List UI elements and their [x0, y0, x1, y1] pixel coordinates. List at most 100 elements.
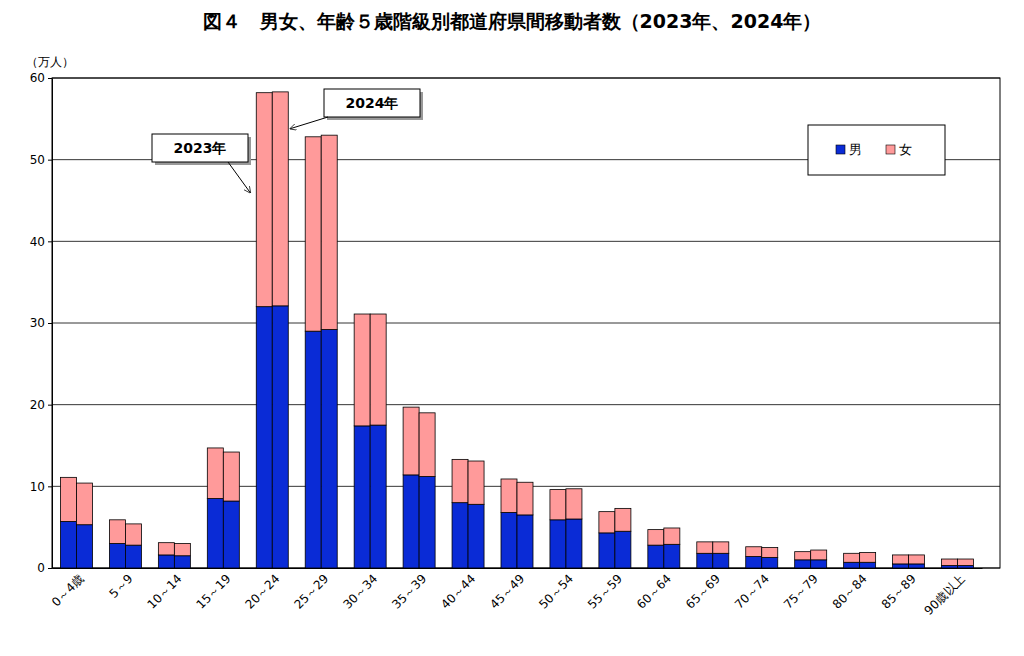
- y-axis-title: （万人）: [26, 55, 74, 69]
- bar: [419, 477, 435, 568]
- x-tick: 60～64: [634, 568, 674, 612]
- legend-swatch: [836, 145, 845, 154]
- callout-box: [324, 89, 420, 117]
- bar: [419, 413, 435, 477]
- x-tick: 55～59: [585, 568, 625, 612]
- bar: [762, 548, 778, 558]
- y-tick: 20: [30, 398, 52, 412]
- bar: [648, 545, 664, 568]
- grid-line: [52, 241, 1000, 242]
- bar: [746, 547, 762, 557]
- bar: [517, 515, 533, 568]
- bar: [501, 479, 517, 512]
- x-tick: 25～29: [291, 568, 331, 612]
- x-tick: 50～54: [536, 568, 576, 612]
- x-tick: 70～74: [732, 568, 772, 612]
- bar: [664, 528, 680, 544]
- bar: [615, 508, 631, 531]
- bar: [468, 461, 484, 504]
- x-tick: 75～79: [781, 568, 821, 612]
- y-tick-mark: [48, 241, 52, 242]
- bar: [403, 475, 419, 568]
- bar: [566, 489, 582, 519]
- x-tick: 15～19: [194, 568, 234, 612]
- x-tick-label: 25～29: [291, 572, 331, 612]
- bar: [354, 426, 370, 568]
- annotations: 2023年2024年: [152, 89, 423, 193]
- y-axis: 0102030405060: [30, 71, 53, 575]
- bar: [354, 314, 370, 426]
- x-tick-label: 10～14: [145, 572, 185, 612]
- bar: [452, 459, 468, 502]
- x-tick-label: 35～39: [389, 572, 429, 612]
- y-tick-label: 10: [30, 480, 45, 494]
- y-tick: 40: [30, 235, 52, 249]
- bar: [893, 555, 909, 564]
- bar: [223, 501, 239, 568]
- legend: 男女: [808, 125, 945, 175]
- x-tick: 65～69: [683, 568, 723, 612]
- x-tick-label: 85～89: [879, 572, 919, 612]
- bar: [256, 93, 272, 307]
- y-tick-mark: [48, 323, 52, 324]
- bars: [60, 92, 973, 568]
- bar: [452, 503, 468, 568]
- bar: [321, 135, 337, 329]
- bar: [60, 521, 76, 568]
- x-tick-label: 60～64: [634, 572, 674, 612]
- bar: [272, 306, 288, 568]
- bar: [566, 519, 582, 568]
- y-tick-mark: [48, 405, 52, 406]
- x-tick: 80～84: [830, 568, 870, 612]
- bar: [599, 533, 615, 568]
- x-tick-label: 75～79: [781, 572, 821, 612]
- x-tick: 40～44: [438, 568, 478, 612]
- bar: [370, 314, 386, 425]
- legend-label: 男: [849, 142, 862, 157]
- x-tick-label: 20～24: [242, 572, 282, 612]
- bar: [76, 525, 92, 568]
- bar: [795, 552, 811, 560]
- bar: [403, 407, 419, 475]
- y-tick-label: 0: [37, 561, 45, 575]
- x-tick: 10～14: [145, 568, 185, 612]
- bar: [844, 553, 860, 562]
- bar: [762, 557, 778, 568]
- legend-box: [808, 125, 945, 175]
- bar: [697, 542, 713, 553]
- x-tick: 90歳以上: [922, 568, 968, 618]
- bar: [517, 482, 533, 515]
- bar: [795, 560, 811, 568]
- y-tick-label: 60: [30, 71, 45, 85]
- y-tick: 0: [37, 561, 52, 575]
- y-tick-label: 40: [30, 235, 45, 249]
- bar: [256, 307, 272, 568]
- bar: [125, 545, 141, 568]
- x-tick-label: 65～69: [683, 572, 723, 612]
- callout-box: [152, 134, 248, 162]
- x-axis-line: [53, 568, 983, 569]
- legend-label: 女: [899, 142, 912, 157]
- bar: [909, 564, 925, 568]
- plot-frame: [52, 78, 1000, 568]
- bar: [615, 531, 631, 568]
- bar: [844, 562, 860, 568]
- bar: [125, 524, 141, 545]
- y-tick-mark: [48, 486, 52, 487]
- bar: [893, 564, 909, 568]
- bar: [942, 559, 958, 566]
- y-tick-mark: [48, 160, 52, 161]
- bar: [109, 544, 125, 569]
- bar: [958, 559, 974, 566]
- bar: [860, 552, 876, 562]
- y-axis-line: [52, 79, 53, 569]
- bar: [664, 544, 680, 568]
- x-tick-label: 15～19: [194, 572, 234, 612]
- grid: [52, 78, 1000, 568]
- x-tick: 45～49: [487, 568, 527, 612]
- x-tick: 30～34: [340, 568, 380, 612]
- bar: [223, 452, 239, 501]
- bar: [174, 556, 190, 568]
- y-tick: 10: [30, 480, 52, 494]
- callout-label: 2023年: [174, 140, 227, 156]
